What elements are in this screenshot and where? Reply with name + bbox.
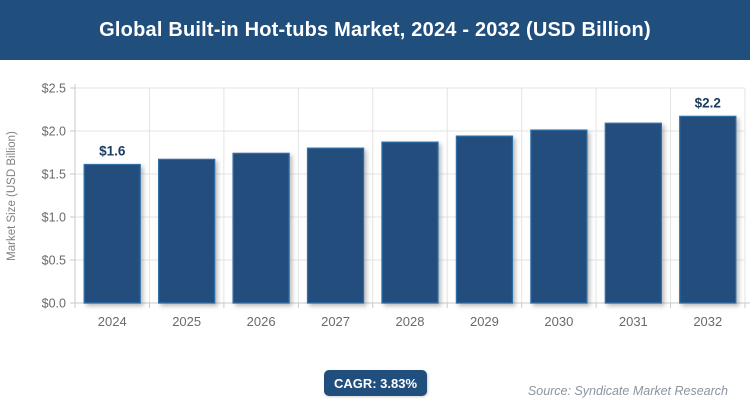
- chart-header-banner: Global Built-in Hot-tubs Market, 2024 - …: [0, 0, 750, 60]
- y-axis-title: Market Size (USD Billion): [6, 131, 18, 261]
- bar-2032: [679, 115, 737, 304]
- bars: [83, 115, 737, 304]
- bar-2024: [83, 163, 141, 304]
- bar-2025: [158, 158, 216, 304]
- y-tick-label: $0.5: [42, 254, 66, 268]
- x-axis-label: 2027: [321, 314, 350, 329]
- y-tick-label: $0.0: [42, 297, 66, 311]
- x-axis-label: 2032: [693, 314, 722, 329]
- axis-labels: $0.0 $0.5 $1.0 $1.5 $2.0 $2.5 2024 $1.6 2025 2026…: [6, 82, 722, 330]
- bar-2026: [232, 152, 290, 304]
- x-axis-label: 2029: [470, 314, 499, 329]
- x-axis-label: 2026: [247, 314, 276, 329]
- x-axis-label: 2028: [396, 314, 425, 329]
- page-title: Global Built-in Hot-tubs Market, 2024 - …: [99, 18, 651, 41]
- bar-2030: [530, 129, 588, 304]
- bar-2027: [306, 147, 365, 304]
- bar-2028: [381, 141, 439, 304]
- x-axis-label: 2031: [619, 314, 648, 329]
- y-tick-label: $1.5: [42, 168, 66, 182]
- x-axis-label: 2030: [544, 314, 573, 329]
- bar-value-label: $1.6: [99, 144, 126, 159]
- bar-2031: [604, 122, 662, 304]
- bar-value-label: $2.2: [695, 95, 721, 110]
- bar-2029: [455, 135, 514, 304]
- cagr-badge: CAGR: 3.83%: [324, 370, 427, 396]
- bar-chart: $0.0 $0.5 $1.0 $1.5 $2.0 $2.5 2024 $1.6 2025 2026…: [6, 82, 750, 330]
- source-attribution: Source: Syndicate Market Research: [527, 384, 728, 398]
- y-tick-label: $1.0: [42, 211, 66, 225]
- y-tick-label: $2.0: [42, 125, 66, 139]
- y-tick-label: $2.5: [42, 82, 66, 96]
- x-axis-label: 2024: [98, 314, 127, 329]
- x-axis-label: 2025: [172, 314, 201, 329]
- cagr-badge-label: CAGR: 3.83%: [333, 375, 418, 391]
